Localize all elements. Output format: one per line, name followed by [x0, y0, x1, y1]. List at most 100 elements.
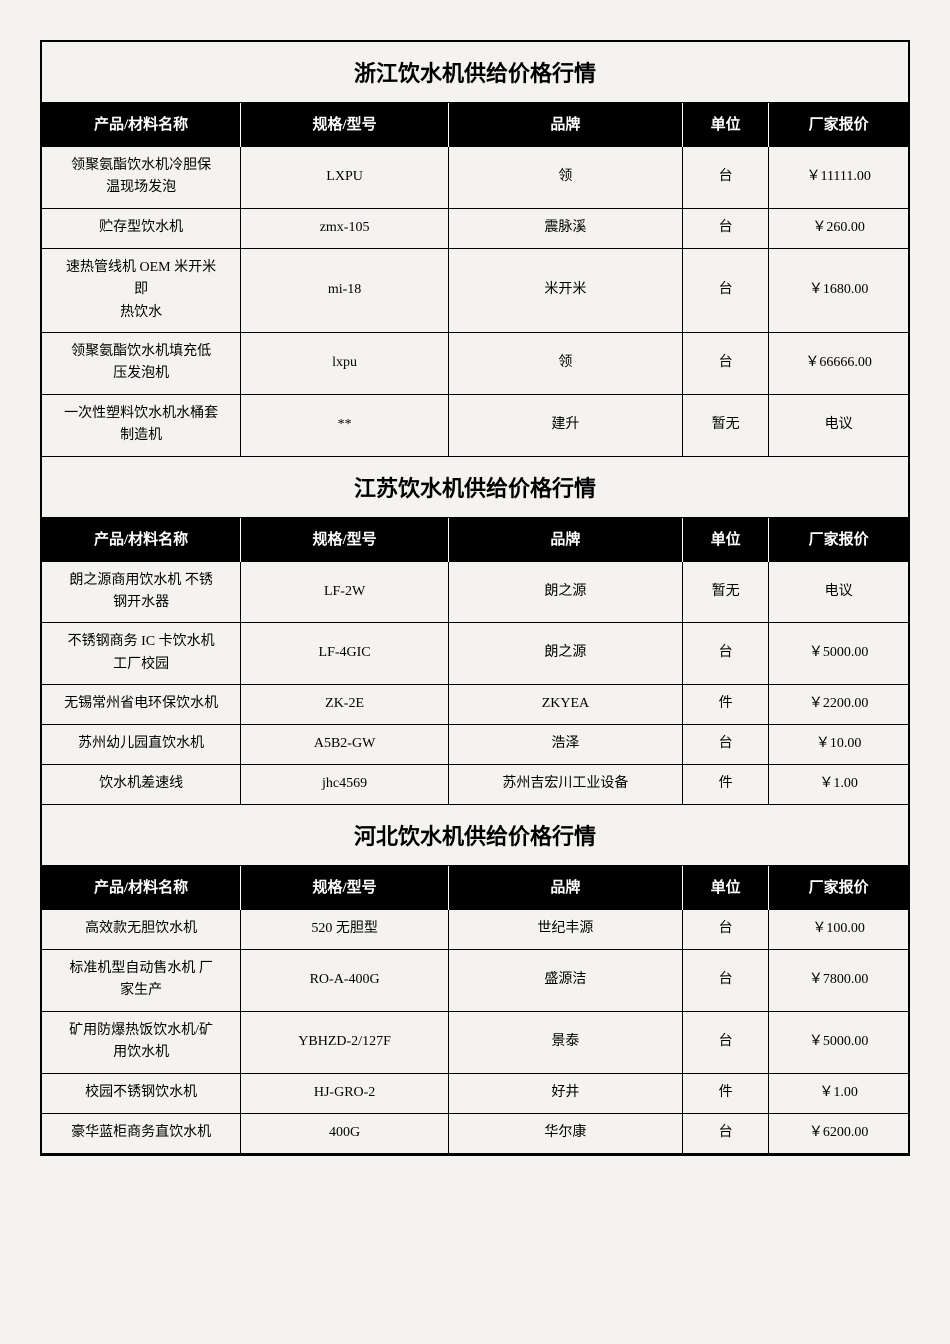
table-header-cell: 厂家报价 [769, 103, 908, 147]
table-cell-price: ￥7800.00 [769, 950, 908, 1011]
table-cell-model: YBHZD-2/127F [241, 1012, 449, 1073]
table-cell-name: 豪华蓝柜商务直饮水机 [42, 1114, 241, 1153]
table-cell-brand: 建升 [449, 395, 683, 456]
table-cell-name: 无锡常州省电环保饮水机 [42, 685, 241, 724]
table-row: 豪华蓝柜商务直饮水机400G华尔康台￥6200.00 [42, 1114, 908, 1154]
table-header-row: 产品/材料名称规格/型号品牌单位厂家报价 [42, 866, 908, 910]
table-cell-unit: 台 [683, 623, 770, 684]
table-cell-model: A5B2-GW [241, 725, 449, 764]
table-cell-unit: 台 [683, 1114, 770, 1153]
table-cell-brand: 世纪丰源 [449, 910, 683, 949]
table-cell-unit: 台 [683, 1012, 770, 1073]
table-cell-brand: ZKYEA [449, 685, 683, 724]
table-cell-model: ZK-2E [241, 685, 449, 724]
table-cell-model: 520 无胆型 [241, 910, 449, 949]
table-cell-price: ￥1680.00 [769, 249, 908, 332]
table-header-cell: 产品/材料名称 [42, 103, 241, 147]
table-row: 无锡常州省电环保饮水机ZK-2EZKYEA件￥2200.00 [42, 685, 908, 725]
table-row: 饮水机差速线jhc4569苏州吉宏川工业设备件￥1.00 [42, 765, 908, 805]
table-cell-price: ￥5000.00 [769, 623, 908, 684]
table-cell-model: 400G [241, 1114, 449, 1153]
table-cell-brand: 领 [449, 147, 683, 208]
table-cell-name: 高效款无胆饮水机 [42, 910, 241, 949]
table-cell-model: mi-18 [241, 249, 449, 332]
table-row: 标准机型自动售水机 厂 家生产RO-A-400G盛源洁台￥7800.00 [42, 950, 908, 1012]
table-cell-name: 饮水机差速线 [42, 765, 241, 804]
table-row: 矿用防爆热饭饮水机/矿 用饮水机YBHZD-2/127F景泰台￥5000.00 [42, 1012, 908, 1074]
table-cell-price: ￥100.00 [769, 910, 908, 949]
table-header-cell: 品牌 [449, 103, 683, 147]
section-title: 河北饮水机供给价格行情 [42, 805, 908, 866]
table-cell-price: ￥10.00 [769, 725, 908, 764]
table-cell-brand: 朗之源 [449, 623, 683, 684]
table-cell-unit: 台 [683, 249, 770, 332]
table-cell-unit: 台 [683, 147, 770, 208]
table-cell-brand: 米开米 [449, 249, 683, 332]
price-table-container: 浙江饮水机供给价格行情产品/材料名称规格/型号品牌单位厂家报价领聚氨酯饮水机冷胆… [40, 40, 910, 1156]
table-cell-model: HJ-GRO-2 [241, 1074, 449, 1113]
table-cell-name: 矿用防爆热饭饮水机/矿 用饮水机 [42, 1012, 241, 1073]
table-cell-name: 不锈钢商务 IC 卡饮水机 工厂校园 [42, 623, 241, 684]
table-row: 一次性塑料饮水机水桶套 制造机**建升暂无电议 [42, 395, 908, 457]
table-header-cell: 单位 [683, 866, 770, 910]
table-row: 领聚氨酯饮水机冷胆保 温现场发泡LXPU领台￥11111.00 [42, 147, 908, 209]
table-header-cell: 单位 [683, 518, 770, 562]
table-cell-model: lxpu [241, 333, 449, 394]
table-cell-price: 电议 [769, 562, 908, 623]
table-cell-unit: 件 [683, 765, 770, 804]
table-header-cell: 厂家报价 [769, 518, 908, 562]
table-cell-model: LF-2W [241, 562, 449, 623]
table-cell-price: ￥260.00 [769, 209, 908, 248]
table-cell-unit: 台 [683, 950, 770, 1011]
table-header-cell: 产品/材料名称 [42, 518, 241, 562]
table-cell-name: 贮存型饮水机 [42, 209, 241, 248]
table-header-cell: 品牌 [449, 518, 683, 562]
table-cell-brand: 领 [449, 333, 683, 394]
table-cell-brand: 华尔康 [449, 1114, 683, 1153]
table-row: 校园不锈钢饮水机HJ-GRO-2好井件￥1.00 [42, 1074, 908, 1114]
table-cell-unit: 暂无 [683, 395, 770, 456]
section-title: 江苏饮水机供给价格行情 [42, 457, 908, 518]
table-header-row: 产品/材料名称规格/型号品牌单位厂家报价 [42, 103, 908, 147]
table-row: 高效款无胆饮水机520 无胆型世纪丰源台￥100.00 [42, 910, 908, 950]
table-cell-brand: 震脉溪 [449, 209, 683, 248]
table-row: 贮存型饮水机zmx-105震脉溪台￥260.00 [42, 209, 908, 249]
table-header-cell: 厂家报价 [769, 866, 908, 910]
table-header-cell: 品牌 [449, 866, 683, 910]
table-cell-model: LF-4GIC [241, 623, 449, 684]
table-cell-model: RO-A-400G [241, 950, 449, 1011]
table-cell-name: 速热管线机 OEM 米开米 即 热饮水 [42, 249, 241, 332]
table-cell-price: ￥2200.00 [769, 685, 908, 724]
table-cell-model: jhc4569 [241, 765, 449, 804]
table-cell-name: 领聚氨酯饮水机冷胆保 温现场发泡 [42, 147, 241, 208]
table-cell-unit: 台 [683, 209, 770, 248]
table-row: 领聚氨酯饮水机填充低 压发泡机lxpu领台￥66666.00 [42, 333, 908, 395]
table-cell-brand: 景泰 [449, 1012, 683, 1073]
table-row: 朗之源商用饮水机 不锈 钢开水器LF-2W朗之源暂无电议 [42, 562, 908, 624]
table-header-row: 产品/材料名称规格/型号品牌单位厂家报价 [42, 518, 908, 562]
table-cell-price: ￥6200.00 [769, 1114, 908, 1153]
table-cell-brand: 浩泽 [449, 725, 683, 764]
table-cell-brand: 苏州吉宏川工业设备 [449, 765, 683, 804]
table-cell-unit: 件 [683, 685, 770, 724]
table-cell-brand: 好井 [449, 1074, 683, 1113]
table-cell-price: ￥5000.00 [769, 1012, 908, 1073]
table-cell-name: 标准机型自动售水机 厂 家生产 [42, 950, 241, 1011]
table-row: 不锈钢商务 IC 卡饮水机 工厂校园LF-4GIC朗之源台￥5000.00 [42, 623, 908, 685]
table-cell-model: LXPU [241, 147, 449, 208]
table-cell-model: ** [241, 395, 449, 456]
table-cell-name: 领聚氨酯饮水机填充低 压发泡机 [42, 333, 241, 394]
table-cell-price: 电议 [769, 395, 908, 456]
table-cell-brand: 盛源洁 [449, 950, 683, 1011]
table-cell-unit: 暂无 [683, 562, 770, 623]
table-header-cell: 规格/型号 [241, 103, 449, 147]
table-cell-brand: 朗之源 [449, 562, 683, 623]
table-cell-price: ￥11111.00 [769, 147, 908, 208]
table-cell-unit: 件 [683, 1074, 770, 1113]
table-header-cell: 规格/型号 [241, 518, 449, 562]
table-cell-unit: 台 [683, 333, 770, 394]
table-cell-unit: 台 [683, 725, 770, 764]
table-cell-price: ￥1.00 [769, 765, 908, 804]
section-title: 浙江饮水机供给价格行情 [42, 42, 908, 103]
table-cell-name: 苏州幼儿园直饮水机 [42, 725, 241, 764]
